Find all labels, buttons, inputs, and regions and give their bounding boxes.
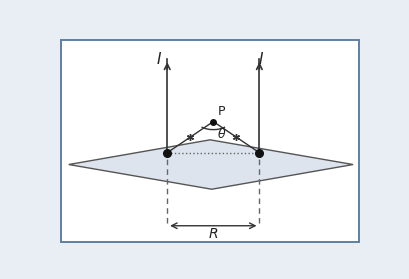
Text: P: P [218, 105, 225, 118]
Text: R: R [208, 227, 218, 241]
Text: I: I [258, 52, 263, 67]
Text: $\theta$: $\theta$ [216, 128, 225, 141]
FancyBboxPatch shape [61, 40, 359, 242]
Text: I: I [156, 52, 160, 67]
Polygon shape [69, 140, 352, 189]
